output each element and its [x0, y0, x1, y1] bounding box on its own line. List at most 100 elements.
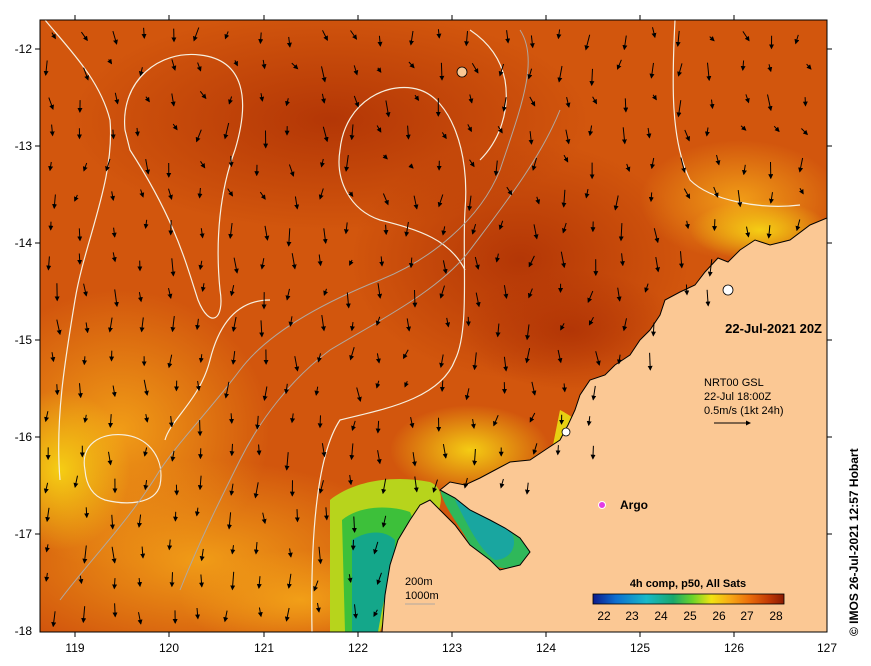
- current-vector-arrow: [319, 158, 325, 168]
- current-vector-arrow: [375, 353, 381, 364]
- current-vector-arrow: [107, 451, 113, 466]
- current-vector-arrow: [107, 58, 113, 65]
- island-coastal: [561, 427, 571, 437]
- current-vector-arrow: [261, 59, 267, 70]
- current-vector-arrow: [469, 159, 475, 168]
- current-vector-arrow: [707, 259, 713, 277]
- map-plot-area: [40, 20, 827, 632]
- current-vector-arrow: [83, 67, 89, 81]
- current-vector-arrow: [291, 253, 297, 270]
- current-vector-arrow: [290, 413, 296, 424]
- current-vector-arrow: [112, 603, 118, 618]
- current-vector-arrow: [648, 192, 654, 203]
- contour-line-mid: [164, 299, 271, 441]
- current-vector-arrow: [343, 222, 349, 235]
- current-vector-arrow: [288, 164, 295, 177]
- current-vector-arrow: [647, 352, 653, 371]
- current-vector-arrow: [439, 285, 445, 299]
- current-vector-arrow: [437, 194, 444, 208]
- current-vector-arrow: [560, 323, 565, 331]
- current-vector-arrow: [382, 193, 389, 206]
- current-vector-arrow: [347, 574, 353, 583]
- colorbar-tick: 25: [683, 609, 697, 623]
- current-vector-arrow: [112, 30, 118, 45]
- current-vector-arrow: [768, 192, 774, 204]
- current-vector-arrow: [168, 416, 174, 428]
- current-vector-arrow: [231, 316, 237, 332]
- current-vector-arrow: [493, 160, 499, 177]
- current-vector-arrow: [228, 96, 233, 105]
- current-vector-arrow: [253, 482, 259, 499]
- bathymetry-1000m: [59, 29, 529, 601]
- current-vector-arrow: [43, 60, 49, 76]
- current-vector-arrow: [349, 443, 355, 461]
- current-vector-arrow: [110, 191, 116, 201]
- current-vector-arrow: [82, 162, 88, 172]
- current-vector-arrow: [373, 609, 379, 617]
- current-vector-arrow: [375, 316, 381, 326]
- colorbar-tick: 26: [712, 609, 726, 623]
- x-tick-label: 126: [724, 641, 744, 655]
- island-north: [456, 66, 468, 78]
- current-vector-arrow: [229, 483, 235, 496]
- current-vector-arrow: [111, 385, 117, 398]
- current-scale-label: 0.5m/s (1kt 24h): [704, 405, 783, 417]
- y-tick-label: -16: [15, 430, 33, 444]
- current-vector-arrow: [616, 354, 622, 365]
- current-vector-arrow: [111, 546, 117, 564]
- current-vector-arrow: [653, 228, 660, 244]
- current-vector-arrow: [560, 251, 566, 269]
- current-vector-arrow: [528, 255, 535, 268]
- current-vector-arrow: [111, 227, 117, 238]
- current-vector-arrow: [322, 30, 328, 41]
- current-vector-arrow: [501, 97, 507, 112]
- current-vector-arrow: [613, 195, 619, 211]
- current-vector-arrow: [353, 65, 359, 76]
- current-vector-arrow: [77, 253, 83, 265]
- contour-line-central: [311, 86, 467, 632]
- current-vector-arrow: [376, 125, 382, 133]
- current-vector-arrow: [44, 544, 50, 553]
- x-tick-label: 123: [442, 641, 462, 655]
- current-vector-arrow: [286, 228, 292, 247]
- current-vector-arrow: [561, 383, 567, 393]
- current-vector-arrow: [584, 189, 590, 199]
- current-source-label: NRT00 GSL: [704, 377, 764, 389]
- current-vector-arrow: [113, 289, 119, 308]
- current-vector-arrow: [294, 509, 300, 523]
- current-vector-arrow: [83, 414, 89, 423]
- current-vector-arrow: [318, 188, 324, 200]
- bathymetry-lines: [59, 29, 561, 601]
- current-vector-arrow: [198, 354, 204, 363]
- current-vector-arrow: [229, 443, 235, 457]
- current-vector-arrow: [463, 477, 469, 489]
- current-vector-arrow: [565, 129, 571, 145]
- current-vector-arrow: [345, 292, 351, 309]
- current-vector-arrow: [442, 444, 448, 459]
- current-vector-arrow: [618, 223, 624, 242]
- current-vector-arrow: [74, 194, 79, 202]
- current-vector-arrow: [471, 62, 479, 74]
- current-vector-arrow: [230, 545, 236, 555]
- current-vector-arrow: [712, 219, 718, 232]
- current-vector-arrow: [169, 572, 175, 588]
- current-vector-arrow: [353, 95, 360, 108]
- current-vector-arrow: [468, 94, 474, 104]
- current-vector-arrow: [412, 289, 418, 308]
- current-vector-arrow: [441, 132, 447, 140]
- current-vector-arrow: [528, 131, 534, 145]
- current-vector-arrow: [471, 223, 477, 235]
- current-vector-arrow: [137, 578, 143, 588]
- coastline: [381, 217, 827, 632]
- current-vector-arrow: [199, 574, 204, 588]
- current-vector-arrow: [464, 388, 470, 401]
- current-vector-arrow: [506, 186, 513, 196]
- current-vector-arrow: [349, 124, 355, 141]
- current-vector-arrow: [80, 31, 88, 42]
- current-vector-arrow: [259, 93, 265, 102]
- current-vector-arrow: [110, 129, 116, 140]
- current-vector-arrow: [261, 512, 267, 525]
- current-vector-arrow: [563, 154, 569, 163]
- current-vector-arrow: [409, 30, 414, 46]
- current-vector-arrow: [586, 416, 592, 427]
